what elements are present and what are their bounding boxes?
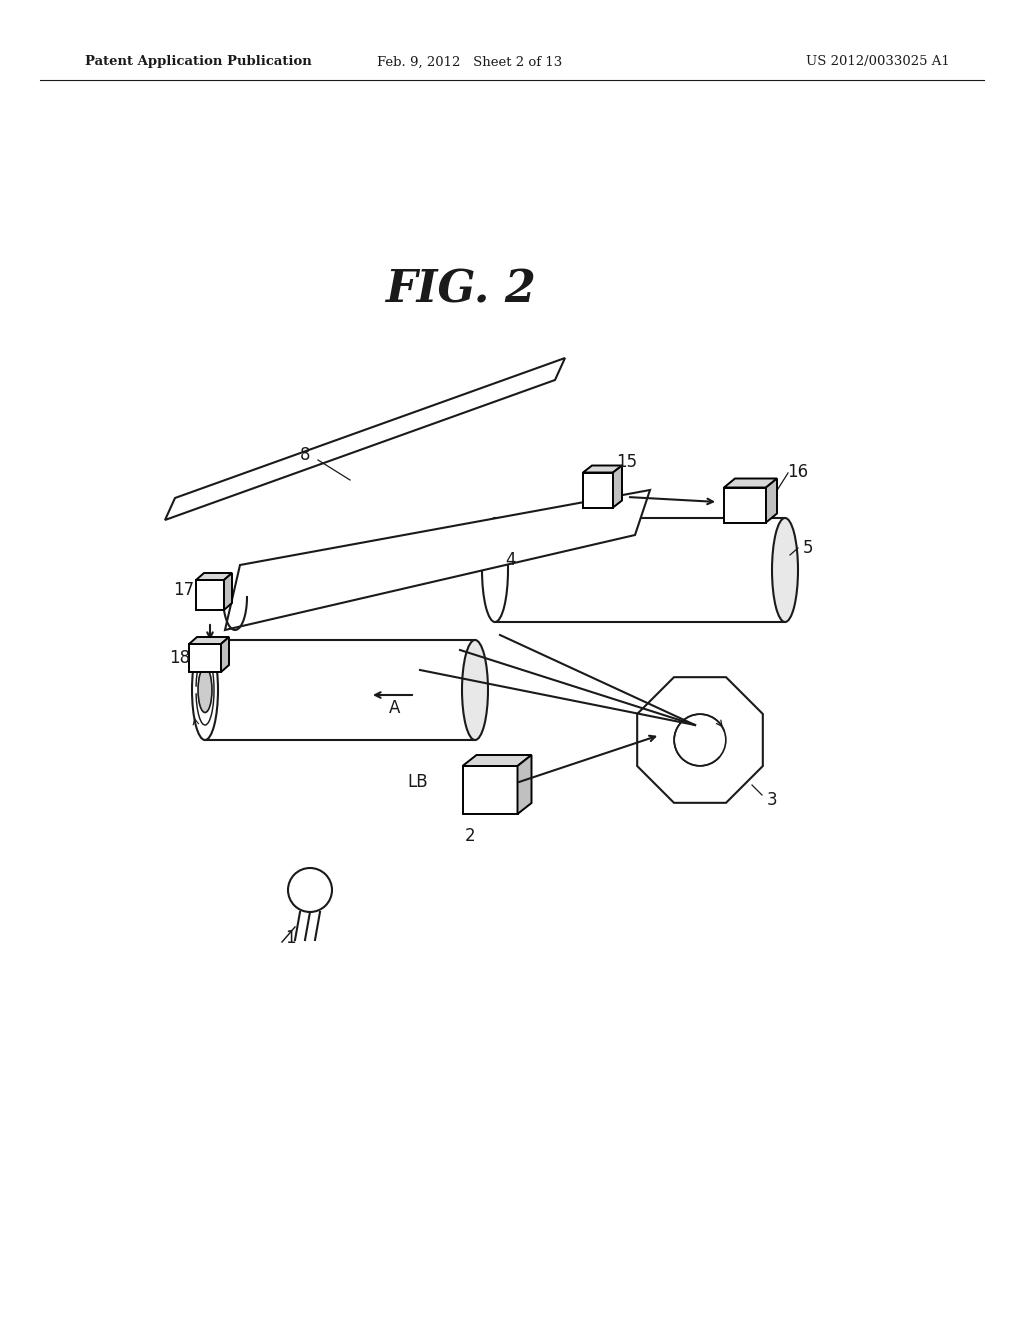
Text: 8: 8 bbox=[300, 446, 310, 465]
Text: 3: 3 bbox=[767, 791, 777, 809]
Polygon shape bbox=[766, 479, 777, 523]
Polygon shape bbox=[189, 644, 221, 672]
Polygon shape bbox=[463, 755, 531, 766]
Text: 15: 15 bbox=[616, 453, 638, 471]
Text: US 2012/0033025 A1: US 2012/0033025 A1 bbox=[806, 55, 950, 69]
Polygon shape bbox=[517, 755, 531, 814]
Polygon shape bbox=[463, 766, 517, 814]
Circle shape bbox=[288, 869, 332, 912]
Polygon shape bbox=[583, 466, 622, 473]
Polygon shape bbox=[196, 573, 232, 579]
Polygon shape bbox=[189, 638, 229, 644]
Polygon shape bbox=[196, 579, 224, 610]
Polygon shape bbox=[165, 358, 565, 520]
Text: 17: 17 bbox=[173, 581, 195, 599]
Text: Feb. 9, 2012   Sheet 2 of 13: Feb. 9, 2012 Sheet 2 of 13 bbox=[378, 55, 562, 69]
Text: 1: 1 bbox=[285, 929, 295, 946]
Polygon shape bbox=[724, 487, 766, 523]
Text: A: A bbox=[389, 700, 400, 717]
Ellipse shape bbox=[198, 668, 212, 713]
Polygon shape bbox=[724, 479, 777, 487]
Polygon shape bbox=[583, 473, 613, 507]
Text: 4: 4 bbox=[505, 550, 515, 569]
Circle shape bbox=[674, 714, 726, 766]
Ellipse shape bbox=[193, 640, 218, 741]
Ellipse shape bbox=[482, 517, 508, 622]
Ellipse shape bbox=[772, 517, 798, 622]
Text: 2: 2 bbox=[465, 828, 475, 845]
Polygon shape bbox=[637, 677, 763, 803]
Text: 16: 16 bbox=[787, 463, 809, 480]
Polygon shape bbox=[613, 466, 622, 507]
Text: 18: 18 bbox=[169, 649, 190, 667]
Polygon shape bbox=[221, 638, 229, 672]
Text: Patent Application Publication: Patent Application Publication bbox=[85, 55, 311, 69]
Polygon shape bbox=[225, 490, 650, 630]
Ellipse shape bbox=[462, 640, 488, 741]
Polygon shape bbox=[224, 573, 232, 610]
Polygon shape bbox=[205, 640, 475, 741]
Text: 5: 5 bbox=[803, 539, 813, 557]
Polygon shape bbox=[495, 517, 785, 622]
Text: FIG. 2: FIG. 2 bbox=[385, 268, 536, 312]
Text: LB: LB bbox=[408, 774, 428, 791]
